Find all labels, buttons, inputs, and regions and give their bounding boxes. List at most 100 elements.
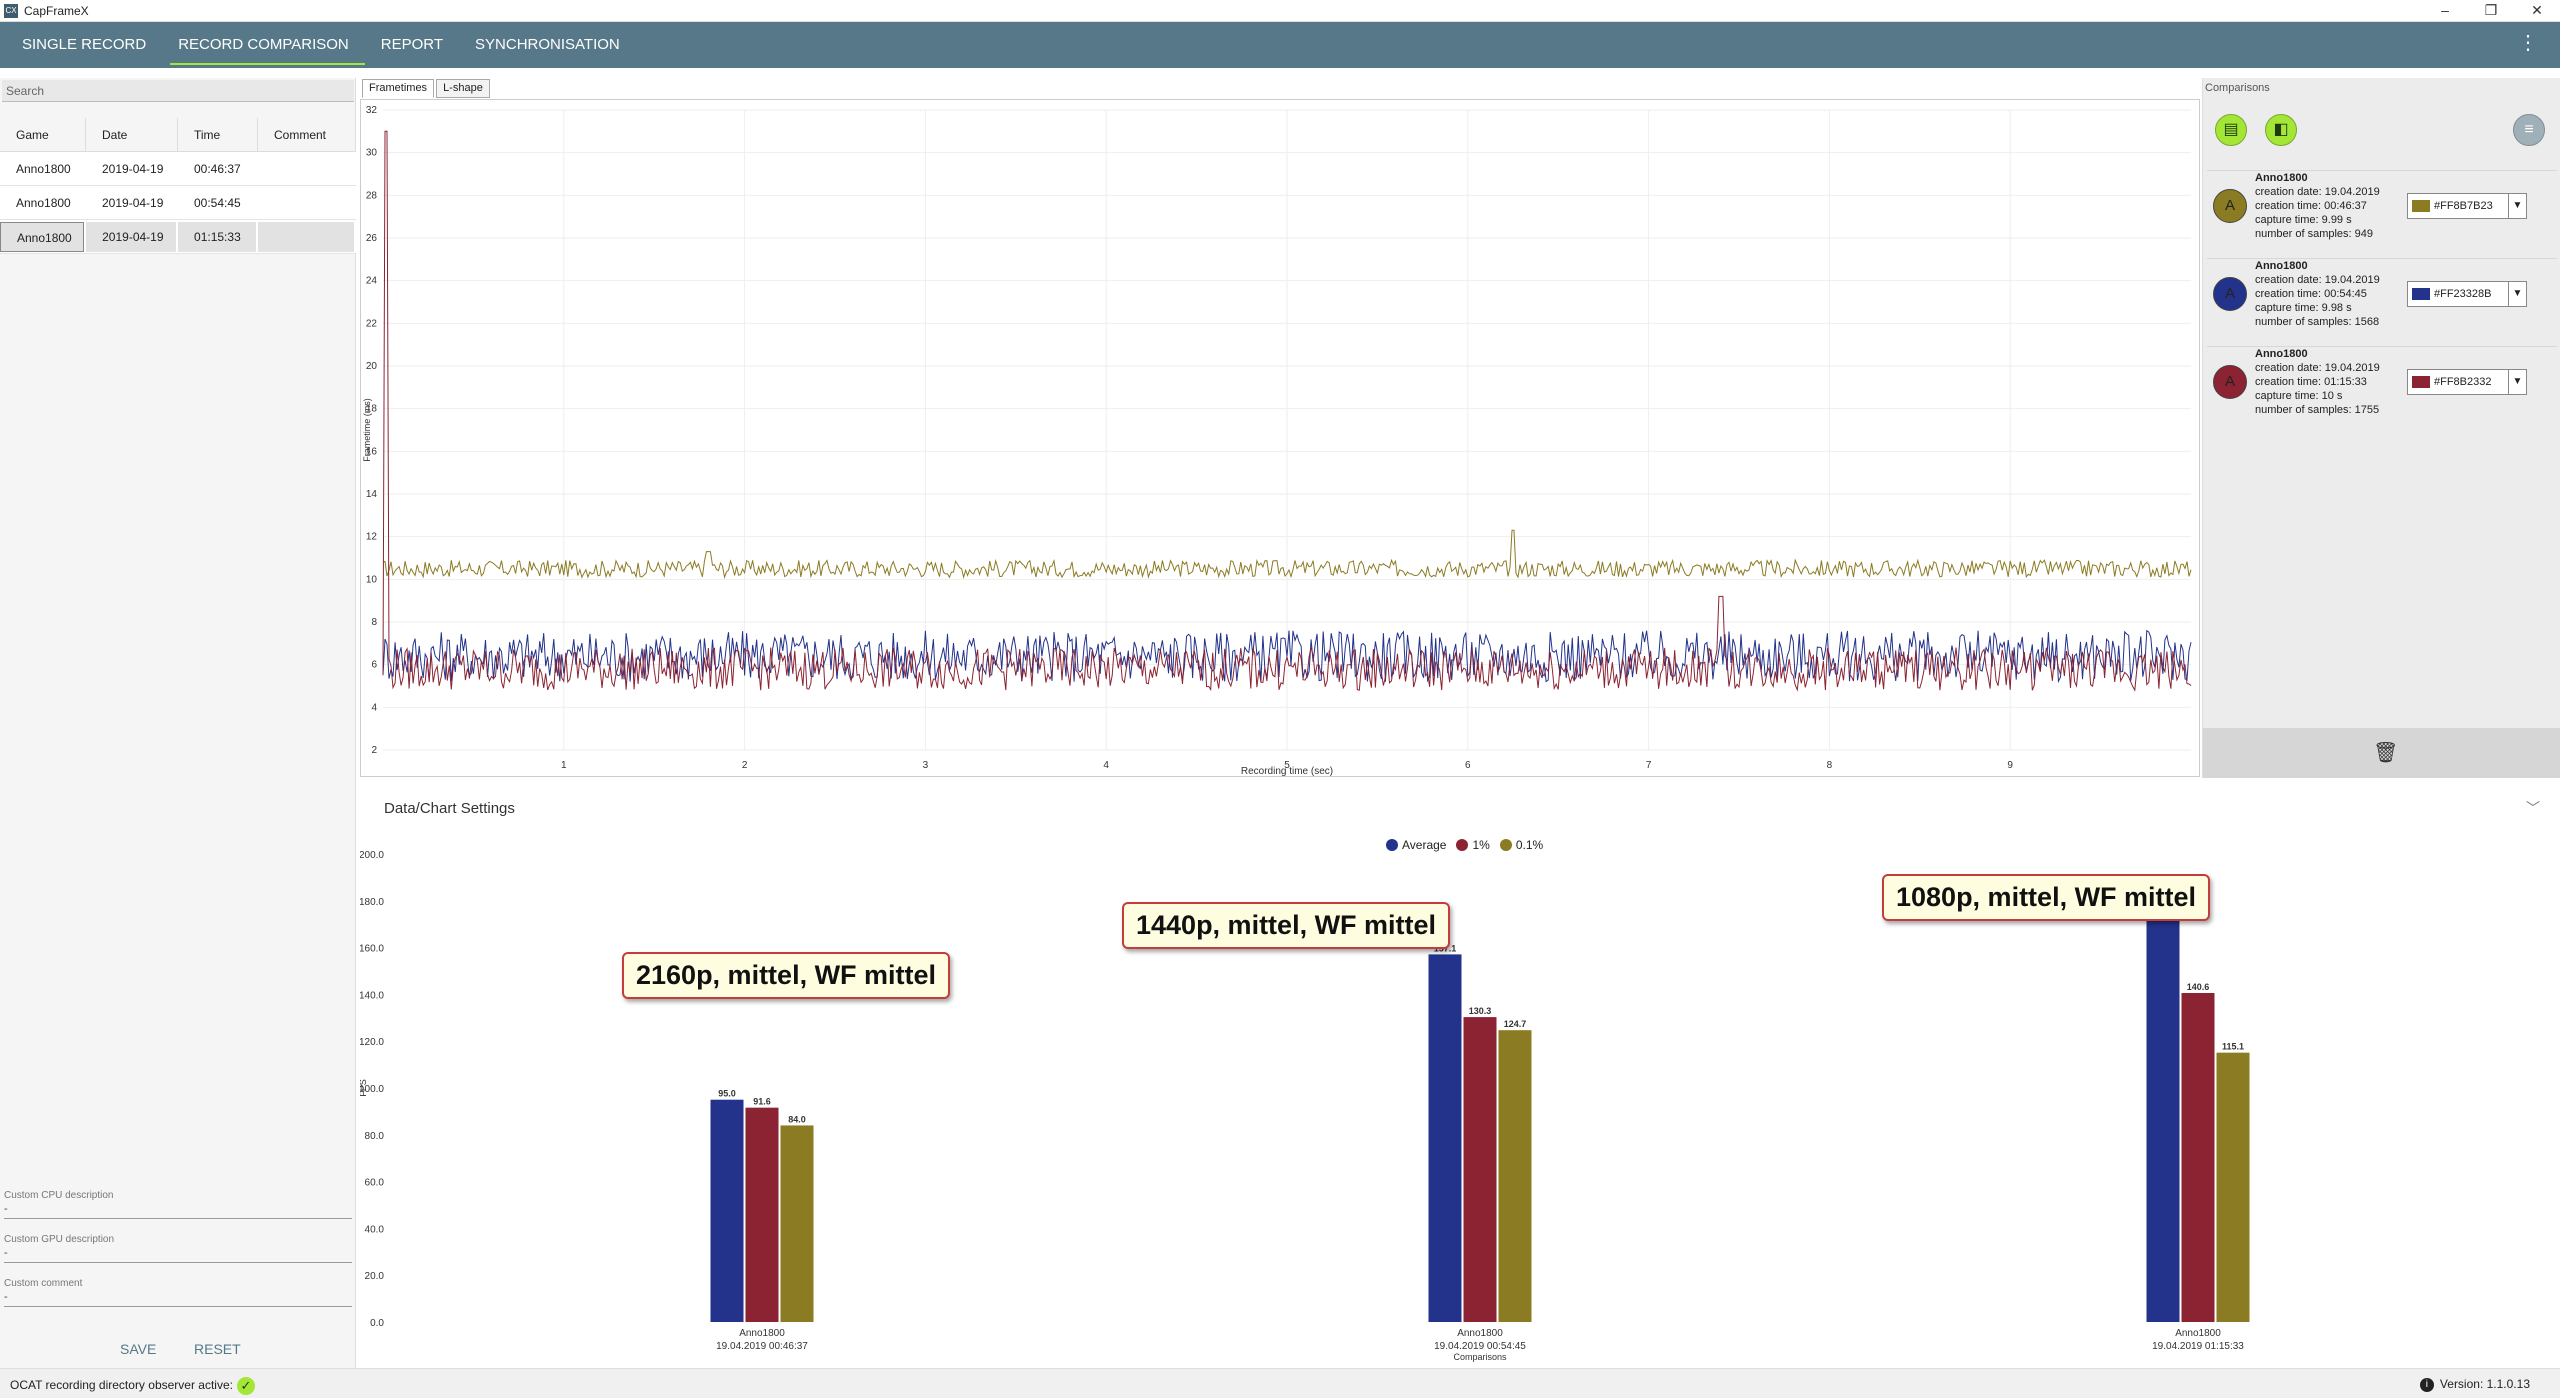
color-swatch	[2412, 376, 2430, 389]
frametime-chart[interactable]: 2 4 6 8 10 12 14 16 18 20 22 24 26 28 30 32 1 2 3 4 5 6 7 8 9 Rec…	[360, 99, 2200, 777]
legend-01pct-marker	[1499, 839, 1512, 851]
chevron-down-icon[interactable]: ▼	[2508, 282, 2526, 306]
x-tick-label: 6	[1465, 760, 1471, 771]
bar	[2181, 992, 2215, 1322]
custom-gpu-label: Custom GPU description	[4, 1234, 115, 1245]
creation-time: creation time: 00:46:37	[2255, 200, 2367, 212]
tab-report[interactable]: REPORT	[380, 36, 444, 53]
data-chart-settings-expander[interactable]: Data/Chart Settings ﹀	[360, 792, 2560, 828]
y-tick-label: 28	[366, 190, 378, 201]
cell-date: 2019-04-19	[86, 221, 177, 252]
save-button[interactable]: SAVE	[120, 1341, 157, 1357]
restore-button[interactable]: ❐	[2484, 2, 2498, 18]
comparisons-footer: 🗑	[2203, 728, 2560, 778]
table-row-selected[interactable]: Anno1800 2019-04-19 01:15:33	[0, 220, 356, 254]
close-button[interactable]: ✕	[2531, 2, 2543, 18]
chevron-down-icon[interactable]: ▼	[2508, 370, 2526, 394]
cell-comment[interactable]	[258, 152, 356, 186]
app-logo-icon: CX	[4, 3, 18, 18]
table-row[interactable]: Anno1800 2019-04-19 00:54:45	[0, 186, 356, 220]
cell-date: 2019-04-19	[102, 161, 164, 176]
category-label: 19.04.2019 01:15:33	[2152, 1341, 2244, 1352]
bar	[1498, 1030, 1532, 1322]
tab-frametimes[interactable]: Frametimes	[362, 79, 435, 98]
custom-cpu-input[interactable]: -	[4, 1201, 352, 1219]
tab-l-shape[interactable]: L-shape	[436, 79, 490, 98]
reset-button[interactable]: RESET	[194, 1341, 241, 1357]
bar	[780, 1125, 814, 1322]
records-table: Game Date Time Comment Anno1800 2019-04-…	[0, 117, 356, 254]
bar-value-label: 124.7	[1504, 1019, 1527, 1029]
sample-count: number of samples: 949	[2255, 228, 2374, 240]
x-axis-label: Recording time (sec)	[1241, 766, 1333, 776]
creation-time: creation time: 01:15:33	[2255, 376, 2367, 388]
info-icon[interactable]: i	[2419, 1377, 2434, 1392]
add-comparison-icon[interactable]: ▤	[2215, 114, 2247, 146]
tab-synchronisation[interactable]: SYNCHRONISATION	[475, 36, 620, 53]
comparison-item[interactable]: A Anno1800 creation date: 19.04.2019 cre…	[2207, 258, 2557, 344]
color-value: #FF8B2332	[2434, 376, 2492, 388]
y-tick-label: 200.0	[360, 850, 384, 861]
custom-cpu-field[interactable]: Custom CPU description -	[4, 1190, 352, 1219]
minimize-button[interactable]: –	[2441, 2, 2449, 18]
frametime-series-line	[382, 529, 2192, 580]
cell-time: 01:15:33	[178, 221, 257, 252]
color-picker[interactable]: #FF8B7B23 ▼	[2407, 193, 2527, 219]
custom-cpu-label: Custom CPU description	[4, 1190, 114, 1201]
tab-single-record[interactable]: SINGLE RECORD	[22, 36, 147, 53]
custom-comment-input[interactable]: -	[4, 1289, 352, 1307]
comparisons-panel: Comparisons ▤ ◧ ≡ A Anno1800 creation da…	[2202, 78, 2560, 778]
legend-1pct-marker	[1456, 839, 1469, 851]
color-picker[interactable]: #FF8B2332 ▼	[2407, 369, 2527, 395]
y-tick-label: 32	[366, 105, 378, 116]
capture-time: capture time: 9.98 s	[2255, 302, 2352, 314]
capture-time: capture time: 9.99 s	[2255, 214, 2352, 226]
color-picker[interactable]: #FF23328B ▼	[2407, 281, 2527, 307]
delete-all-icon[interactable]: 🗑	[2373, 742, 2399, 764]
avatar: A	[2213, 277, 2247, 311]
ocat-status: OCAT recording directory observer active…	[10, 1377, 255, 1395]
chevron-down-icon[interactable]: ﹀	[2526, 800, 2540, 816]
column-header-time[interactable]: Time	[178, 117, 258, 152]
context-legend-icon[interactable]: ◧	[2265, 114, 2297, 146]
cell-comment[interactable]	[258, 186, 356, 220]
cell-comment[interactable]	[258, 221, 354, 252]
tab-record-comparison[interactable]: RECORD COMPARISON	[162, 25, 365, 65]
custom-comment-field[interactable]: Custom comment -	[4, 1278, 352, 1307]
custom-gpu-field[interactable]: Custom GPU description -	[4, 1234, 352, 1263]
y-tick-label: 2	[371, 745, 377, 756]
category-label: Anno1800	[739, 1328, 785, 1339]
clear-list-icon[interactable]: ≡	[2513, 114, 2545, 146]
more-menu-icon[interactable]: ⋮	[2518, 32, 2538, 54]
checkmark-icon: ✓	[236, 1377, 255, 1395]
x-tick-label: 8	[1827, 760, 1833, 771]
search-input[interactable]: Search	[2, 80, 354, 102]
column-header-comment[interactable]: Comment	[258, 117, 356, 152]
comparison-info: Anno1800 creation date: 19.04.2019 creat…	[2255, 259, 2380, 329]
custom-gpu-input[interactable]: -	[4, 1245, 352, 1263]
chart-legend: Average 1% 0.1%	[1376, 838, 1543, 852]
legend-01pct: 0.1%	[1515, 838, 1544, 852]
comparison-item[interactable]: A Anno1800 creation date: 19.04.2019 cre…	[2207, 346, 2557, 432]
version-info: i Version: 1.1.0.13	[2419, 1377, 2530, 1392]
bar	[1428, 954, 1462, 1322]
column-header-date[interactable]: Date	[86, 117, 178, 152]
table-row[interactable]: Anno1800 2019-04-19 00:46:37	[0, 152, 356, 186]
y-tick-label: 160.0	[360, 944, 384, 955]
settings-title: Data/Chart Settings	[384, 800, 515, 817]
legend-average: Average	[1402, 838, 1447, 852]
fps-bar-chart[interactable]: 0.0 20.0 40.0 60.0 80.0 100.0 120.0 140.0 160.0 1…	[358, 830, 2560, 1368]
records-panel	[0, 78, 356, 1368]
color-value: #FF8B7B23	[2434, 200, 2493, 212]
bar	[1463, 1017, 1497, 1322]
table-header: Game Date Time Comment	[0, 117, 356, 152]
comparison-item[interactable]: A Anno1800 creation date: 19.04.2019 cre…	[2207, 170, 2557, 256]
chevron-down-icon[interactable]: ▼	[2508, 194, 2526, 218]
y-tick-label: 26	[366, 233, 378, 244]
fps-bar-chart-svg: 0.0 20.0 40.0 60.0 80.0 100.0 120.0 140.0 160.0 1…	[358, 850, 2250, 1362]
comparison-name: Anno1800	[2255, 172, 2308, 184]
column-header-game[interactable]: Game	[0, 117, 86, 152]
callout-2160p: 2160p, mittel, WF mittel	[622, 952, 951, 999]
sample-count: number of samples: 1755	[2255, 404, 2380, 416]
callout-1080p: 1080p, mittel, WF mittel	[1882, 874, 2211, 921]
